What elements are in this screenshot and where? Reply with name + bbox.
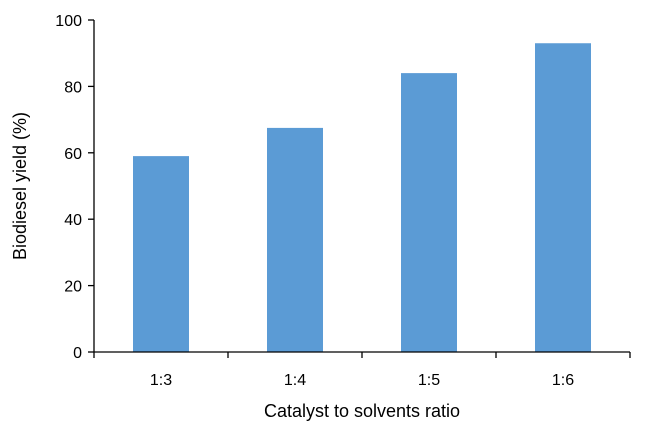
bar-3 — [401, 73, 457, 353]
y-axis-title: Biodiesel yield (%) — [10, 112, 30, 260]
y-tick-label: 20 — [64, 279, 82, 296]
y-tick-label: 60 — [64, 146, 82, 163]
bar-1 — [133, 156, 189, 352]
x-tick-label: 1:6 — [552, 372, 574, 389]
x-tick-label: 1:3 — [150, 372, 172, 389]
y-ticks-group: 0 20 40 60 80 100 — [55, 13, 94, 362]
bar-2 — [267, 127, 323, 353]
x-ticks-group: 1:3 1:4 1:5 1:6 — [93, 352, 631, 389]
y-tick-label: 80 — [64, 79, 82, 96]
x-tick-label: 1:5 — [418, 372, 440, 389]
bars-group — [133, 43, 591, 353]
bar-4 — [535, 43, 591, 353]
x-tick-label: 1:4 — [284, 372, 306, 389]
y-tick-label: 0 — [73, 345, 82, 362]
y-tick-label: 40 — [64, 212, 82, 229]
x-axis-title: Catalyst to solvents ratio — [264, 401, 460, 421]
y-tick-label: 100 — [55, 13, 82, 30]
